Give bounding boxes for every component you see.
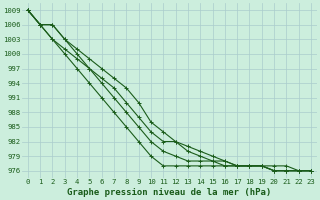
X-axis label: Graphe pression niveau de la mer (hPa): Graphe pression niveau de la mer (hPa)	[67, 188, 272, 197]
